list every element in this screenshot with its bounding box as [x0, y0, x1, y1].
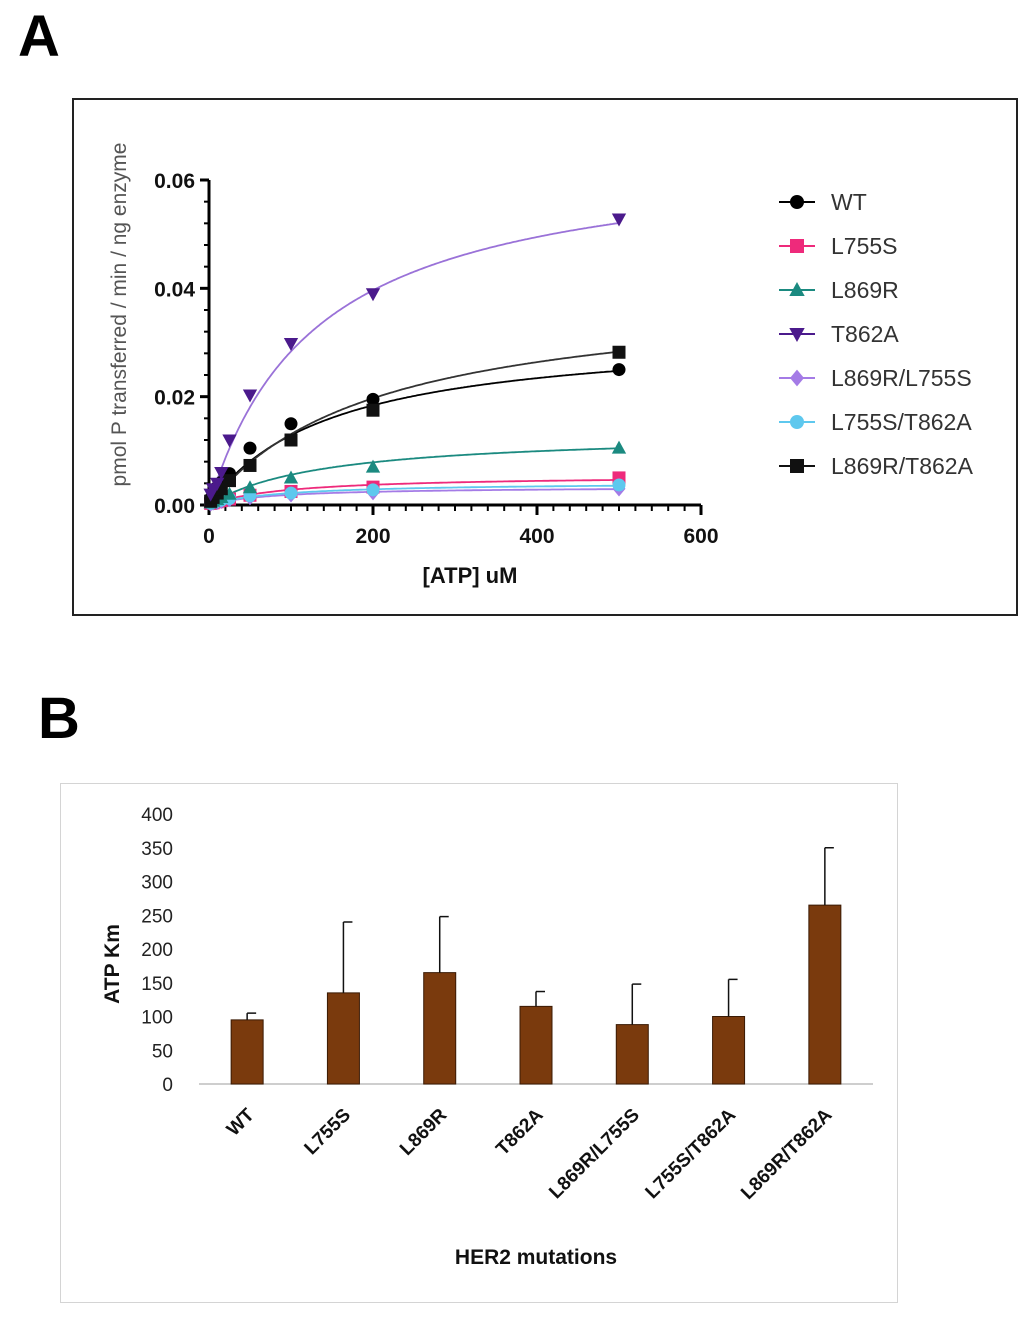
- bar-l869r-t862a: [808, 904, 842, 1085]
- point-l869r: [365, 459, 381, 473]
- fit-curve-wt: [208, 369, 620, 506]
- fit-curve-l755s-t862a: [208, 484, 619, 506]
- y-tick-label: 100: [141, 1008, 173, 1029]
- legend-marker-l755s: [790, 239, 804, 253]
- y-tick-label: 400: [141, 805, 173, 826]
- x-tick-label-l755s-t862a: L755S/T862A: [642, 1104, 741, 1203]
- point-l869r: [222, 486, 237, 500]
- y-tick-label: 0.04: [154, 278, 195, 301]
- y-tick-label: 150: [141, 974, 173, 995]
- point-l869r-t862a: [243, 458, 257, 472]
- legend-label-l869r-l755s: L869R/L755S: [831, 365, 972, 391]
- point-t862a: [222, 434, 237, 448]
- point-l869r: [242, 480, 258, 494]
- legend-marker-t862a: [789, 328, 805, 343]
- panel-b-letter: B: [38, 686, 80, 751]
- x-tick-label: 400: [519, 525, 554, 548]
- x-axis-title: HER2 mutations: [455, 1246, 617, 1269]
- legend-label-wt: WT: [831, 189, 867, 215]
- legend-label-l755s: L755S: [831, 233, 898, 259]
- point-wt: [366, 392, 380, 406]
- point-l869r-t862a: [612, 345, 626, 359]
- x-tick-label-l755s: L755S: [301, 1105, 355, 1159]
- point-t862a: [214, 466, 229, 480]
- x-tick-label: 200: [355, 525, 390, 548]
- x-tick-label: 0: [203, 525, 215, 548]
- fit-curve-t862a: [208, 222, 620, 506]
- legend-marker-l755s-t862a: [790, 415, 804, 429]
- point-l869r-t862a: [284, 433, 298, 447]
- y-tick-label: 300: [141, 873, 173, 894]
- x-tick-label-l869r-t862a: L869R/T862A: [737, 1104, 836, 1203]
- point-l869r-t862a: [366, 403, 380, 417]
- point-l755s-t862a: [366, 483, 380, 497]
- kinetics-chart: 0.00 0.02 0.04 0.06 0 200 400 600 [ATP] uM pmol P…: [108, 143, 974, 588]
- point-t862a: [283, 338, 299, 352]
- y-tick-label: 350: [141, 839, 173, 860]
- point-t862a: [365, 288, 381, 302]
- point-l869r-t862a: [223, 474, 236, 488]
- bar-l755s: [326, 992, 360, 1085]
- legend-marker-wt: [790, 195, 804, 209]
- x-tick-label-t862a: T862A: [492, 1104, 547, 1159]
- y-tick-label: 200: [141, 940, 173, 961]
- bar-wt: [230, 1019, 264, 1085]
- point-l755s-t862a: [284, 486, 298, 500]
- y-tick-label: 250: [141, 906, 173, 927]
- point-t862a: [611, 213, 627, 227]
- panel-b-frame: 0 50 100 150 200 250 300 350 400 WT L755S L869R T862…: [60, 783, 898, 1303]
- point-l755s-t862a: [612, 478, 626, 492]
- y-tick-label: 0.06: [154, 170, 195, 193]
- bar-t862a: [519, 1005, 553, 1085]
- fit-curve-l869r: [208, 447, 619, 506]
- bar-l755s-t862a: [712, 1016, 746, 1085]
- x-tick-label-l869r: L869R: [396, 1104, 451, 1159]
- legend-marker-l869r-t862a: [790, 459, 804, 473]
- point-wt: [284, 417, 298, 431]
- y-tick-label: 50: [152, 1041, 173, 1062]
- legend-label-t862a: T862A: [831, 321, 899, 347]
- x-tick-label-l869r-l755s: L869R/L755S: [545, 1105, 643, 1203]
- panel-a-frame: 0.00 0.02 0.04 0.06 0 200 400 600 [ATP] uM pmol P…: [72, 98, 1018, 616]
- legend-label-l869r-t862a: L869R/T862A: [831, 453, 974, 479]
- legend-label-l869r: L869R: [831, 277, 899, 303]
- point-t862a: [242, 389, 258, 403]
- point-wt: [612, 363, 626, 377]
- y-tick-label: 0.02: [154, 387, 195, 410]
- bar-l869r-l755s: [615, 1024, 649, 1085]
- point-l869r: [611, 440, 627, 454]
- bar-l869r: [423, 972, 457, 1085]
- x-tick-label-wt: WT: [223, 1104, 259, 1140]
- fit-curve-l869r-t862a: [208, 350, 620, 506]
- y-tick-label: 0: [162, 1075, 173, 1096]
- fit-curve-l869r-l755s: [208, 488, 619, 506]
- point-t862a: [210, 477, 225, 491]
- legend-label-l755s-t862a: L755S/T862A: [831, 409, 972, 435]
- legend-marker-l869r-l755s: [790, 369, 804, 387]
- fit-curve-l755s: [208, 479, 619, 506]
- point-wt: [243, 441, 257, 455]
- x-tick-label: 600: [683, 525, 718, 548]
- legend-marker-l869r: [789, 281, 805, 296]
- y-tick-label: 0.00: [154, 495, 195, 518]
- panel-a-letter: A: [18, 4, 60, 69]
- y-axis-title: ATP Km: [101, 924, 124, 1004]
- point-l869r: [283, 470, 299, 484]
- x-axis-title: [ATP] uM: [423, 563, 518, 588]
- km-bar-chart: 0 50 100 150 200 250 300 350 400 WT L755S L869R T862…: [101, 805, 873, 1269]
- y-axis-title: pmol P transferred / min / ng enzyme: [108, 143, 131, 487]
